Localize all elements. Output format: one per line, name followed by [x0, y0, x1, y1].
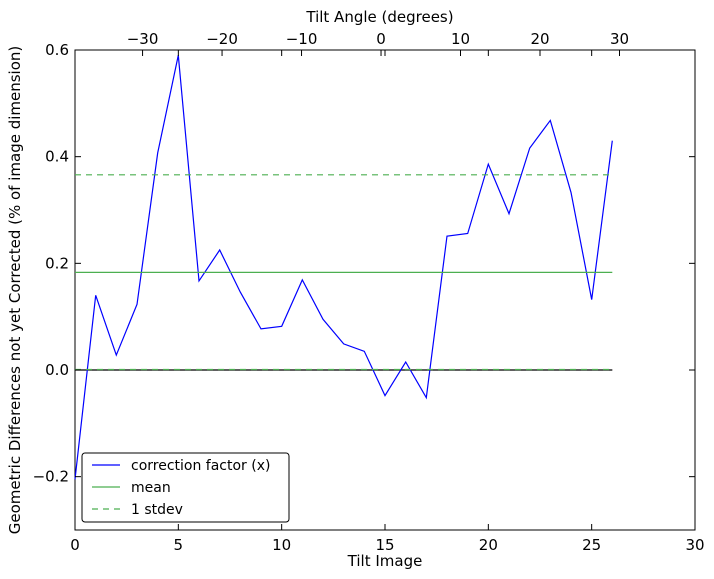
left-y-axis: −0.2 0.0 0.2 0.4 0.6 — [33, 41, 695, 486]
top-x-axis: −30 −20 −10 0 10 20 30 — [127, 30, 629, 56]
bottom-x-axis: 0 5 10 15 20 25 30 — [70, 50, 705, 554]
top-x-tick-label: 10 — [451, 30, 470, 48]
y-tick-label: 0.2 — [45, 254, 69, 272]
series-line-correction-factor-x- — [74, 55, 613, 480]
legend-box — [81, 452, 290, 523]
x-tick-label: 0 — [70, 536, 80, 554]
legend-label: correction factor (x) — [131, 458, 270, 474]
top-x-tick-label: −10 — [286, 30, 318, 48]
top-x-axis-title: Tilt Angle (degrees) — [305, 8, 453, 26]
x-tick-label: 25 — [582, 536, 601, 554]
y-tick-label: −0.2 — [33, 468, 69, 486]
x-tick-label: 5 — [174, 536, 184, 554]
legend: correction factor (x) mean 1 stdev — [81, 452, 290, 523]
y-tick-label: 0.0 — [45, 361, 69, 379]
y-tick-label: 0.6 — [45, 41, 69, 59]
top-x-tick-label: 30 — [610, 30, 629, 48]
top-x-tick-label: 0 — [376, 30, 386, 48]
legend-label: 1 stdev — [131, 502, 183, 518]
x-axis-title: Tilt Image — [347, 552, 423, 570]
legend-label: mean — [131, 480, 171, 496]
y-axis-title: Geometric Differences not yet Corrected … — [6, 46, 24, 535]
x-tick-label: 30 — [685, 536, 704, 554]
x-tick-label: 10 — [272, 536, 291, 554]
y-tick-label: 0.4 — [45, 148, 69, 166]
top-x-tick-label: 20 — [530, 30, 549, 48]
x-tick-label: 15 — [375, 536, 394, 554]
top-x-tick-label: −20 — [206, 30, 238, 48]
x-tick-label: 20 — [479, 536, 498, 554]
series-lines — [74, 55, 613, 480]
top-x-tick-label: −30 — [127, 30, 159, 48]
